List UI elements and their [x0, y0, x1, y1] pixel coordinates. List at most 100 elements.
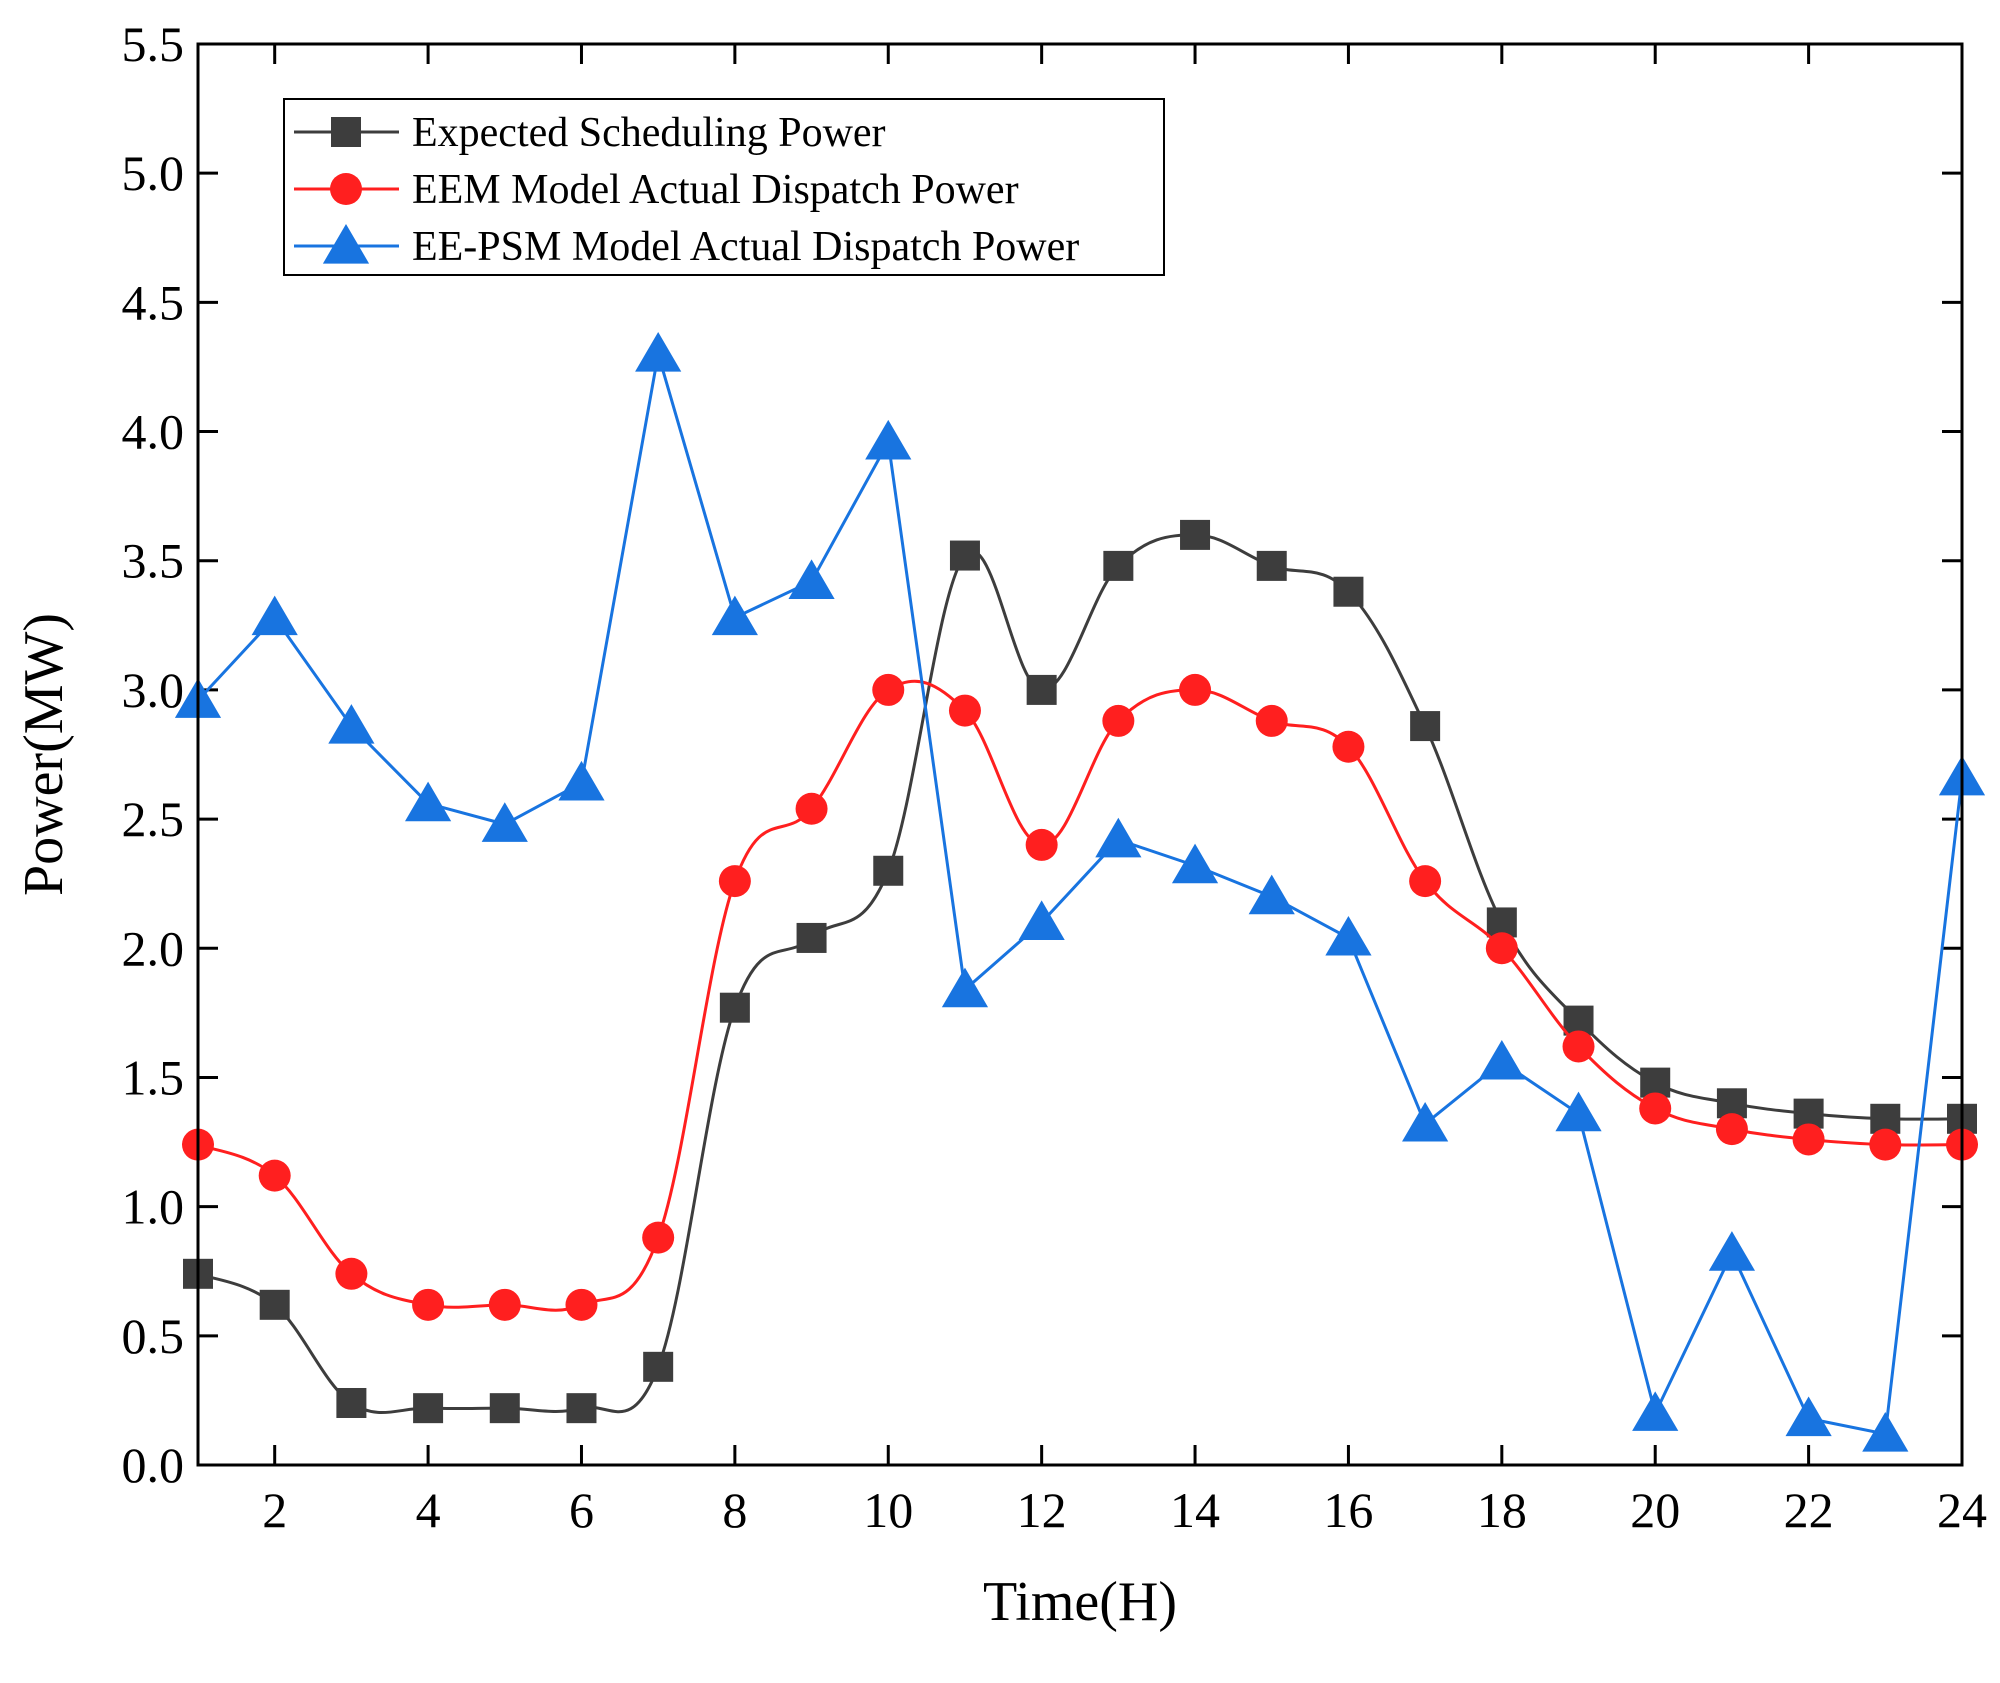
y-tick-label: 1.0 [122, 1179, 185, 1235]
y-tick-label: 3.5 [122, 533, 185, 589]
legend-label: EEM Model Actual Dispatch Power [412, 167, 1019, 213]
data-point [643, 1351, 674, 1382]
data-point [1862, 1411, 1909, 1452]
data-point [1869, 1128, 1902, 1161]
data-point [1180, 519, 1211, 550]
data-point [1179, 673, 1212, 706]
series-2 [182, 673, 1978, 1321]
x-tick-label: 4 [416, 1482, 441, 1538]
data-point [1410, 711, 1441, 742]
y-tick-labels: 0.0 0.5 1.0 1.5 2.0 2.5 3.0 3.5 4.0 4.5 5.0 5.5 [122, 16, 185, 1493]
legend-item: Expected Scheduling Power [294, 110, 886, 156]
data-point [566, 1393, 597, 1424]
data-point [1325, 915, 1372, 956]
data-point [941, 967, 989, 1008]
data-point [1026, 674, 1057, 705]
data-point [1715, 1113, 1748, 1146]
x-tick-label: 16 [1323, 1482, 1373, 1538]
data-point [1409, 865, 1442, 898]
series-layer [174, 332, 1986, 1452]
data-point [1248, 874, 1295, 915]
legend-marker [330, 173, 362, 205]
x-tick-label: 18 [1477, 1482, 1527, 1538]
data-point [1095, 817, 1142, 858]
data-point [1333, 576, 1364, 607]
data-point [558, 760, 605, 801]
series-line [197, 679, 1963, 1312]
y-tick-label: 2.0 [122, 920, 185, 976]
data-point [1255, 704, 1288, 737]
data-point [259, 1289, 290, 1320]
data-point [795, 792, 828, 825]
y-tick-label: 4.5 [122, 274, 185, 330]
data-point [1402, 1101, 1449, 1142]
data-point [642, 1221, 675, 1254]
data-point [328, 704, 375, 744]
legend-box [283, 98, 1165, 276]
x-tick-label: 24 [1937, 1482, 1987, 1538]
data-point [412, 1288, 445, 1321]
data-point [718, 865, 751, 898]
x-tick-label: 2 [262, 1482, 287, 1538]
data-point [1632, 1391, 1679, 1431]
data-point [1025, 828, 1058, 861]
data-point [1171, 843, 1219, 884]
x-tick-label: 12 [1017, 1482, 1067, 1538]
x-tick-label: 20 [1630, 1482, 1680, 1538]
y-axis-title: Power(MW) [13, 613, 75, 896]
x-tick-label: 14 [1170, 1482, 1220, 1538]
data-point [1485, 932, 1518, 965]
data-point [1103, 550, 1134, 581]
data-point [948, 694, 981, 727]
data-point [873, 855, 904, 886]
x-tick-labels: 2 4 6 8 10 12 14 16 18 20 22 24 [262, 1482, 1987, 1538]
series-3 [174, 332, 1986, 1452]
data-point [565, 1288, 598, 1321]
data-point [872, 673, 905, 706]
data-point [796, 922, 827, 953]
legend-label: EE-PSM Model Actual Dispatch Power [412, 224, 1079, 270]
data-point [865, 419, 912, 460]
x-tick-label: 8 [722, 1482, 747, 1538]
data-point [711, 595, 758, 636]
data-point [336, 1387, 367, 1418]
data-point [719, 992, 750, 1023]
data-point [1102, 704, 1135, 737]
y-tick-label: 5.0 [122, 145, 185, 201]
data-point [1708, 1231, 1756, 1271]
series-line [197, 533, 1963, 1415]
y-tick-label: 0.0 [122, 1437, 185, 1493]
legend-marker [331, 117, 361, 147]
data-point [1018, 900, 1065, 941]
data-point [481, 802, 528, 842]
plot-frame [196, 42, 1964, 1467]
data-point [1332, 730, 1365, 763]
data-point [1639, 1092, 1672, 1125]
data-point [404, 781, 452, 822]
x-tick-label: 10 [863, 1482, 913, 1538]
y-tick-label: 3.0 [122, 662, 185, 718]
x-tick-label: 22 [1784, 1482, 1834, 1538]
legend-label: Expected Scheduling Power [412, 110, 886, 156]
data-point [1478, 1039, 1525, 1080]
y-tick-label: 0.5 [122, 1308, 185, 1364]
legend-item: EEM Model Actual Dispatch Power [294, 167, 1019, 213]
data-point [1256, 550, 1287, 581]
x-tick-label: 6 [569, 1482, 594, 1538]
y-tick-label: 1.5 [122, 1049, 185, 1105]
y-tick-label: 4.0 [122, 404, 185, 460]
x-axis-title: Time(H) [983, 1571, 1177, 1633]
legend-item: EE-PSM Model Actual Dispatch Power [294, 224, 1079, 270]
y-tick-label: 2.5 [122, 791, 185, 847]
series-1 [183, 519, 1977, 1424]
data-point [1792, 1123, 1825, 1156]
y-tick-label: 5.5 [122, 16, 185, 72]
data-point [488, 1288, 521, 1321]
data-point [258, 1159, 291, 1192]
legend: Expected Scheduling Power EEM Model Actua… [283, 98, 1165, 276]
data-point [251, 595, 298, 636]
legend-marker [322, 224, 370, 264]
data-point [949, 540, 980, 571]
data-point [1562, 1030, 1595, 1063]
